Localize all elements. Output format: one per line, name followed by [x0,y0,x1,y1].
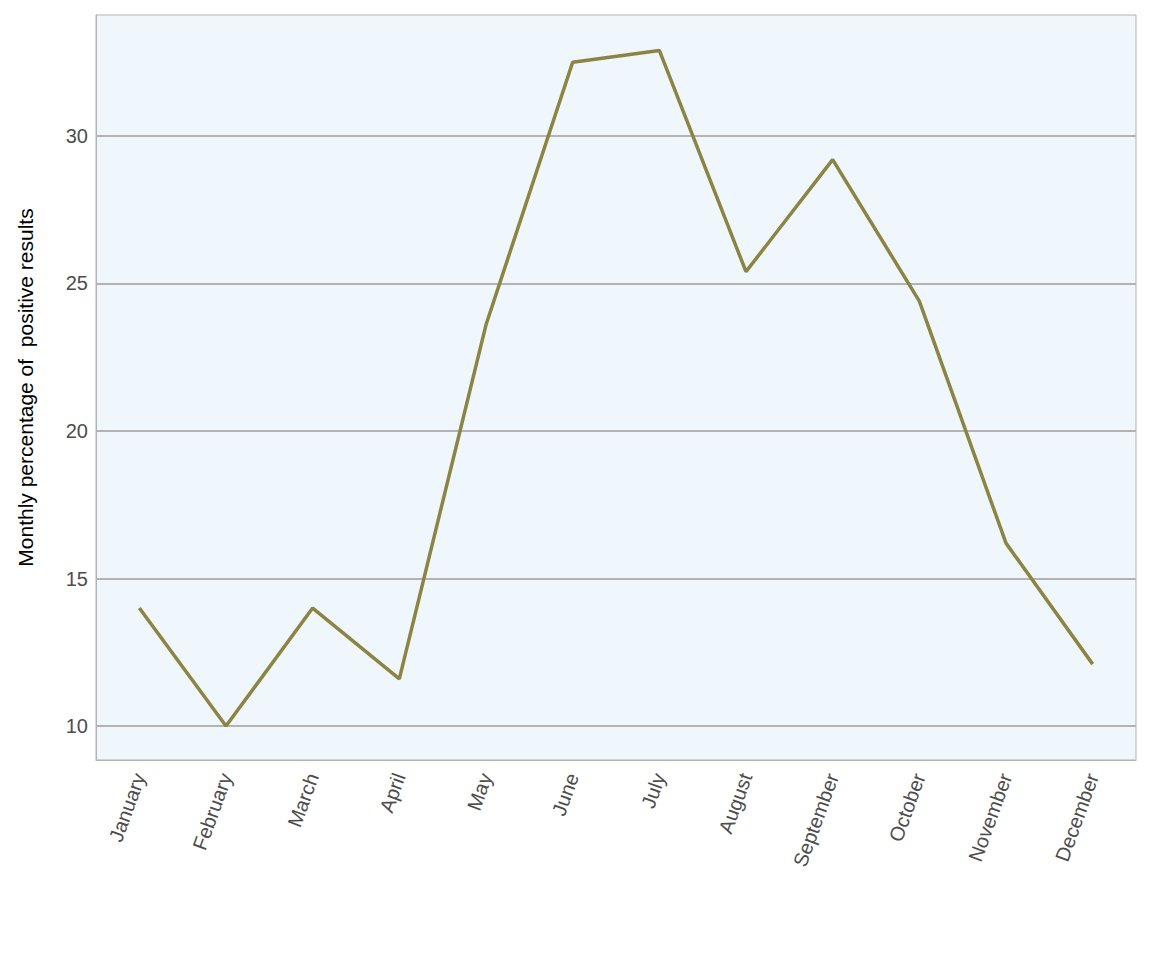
svg-text:August: August [714,770,756,836]
svg-text:February: February [188,770,236,853]
svg-text:October: October [885,770,930,845]
svg-text:January: January [105,770,150,844]
svg-text:25: 25 [66,272,88,294]
svg-text:November: November [964,770,1016,865]
svg-text:September: September [789,770,843,870]
svg-text:May: May [463,770,497,813]
svg-text:30: 30 [66,125,88,147]
svg-text:10: 10 [66,715,88,737]
svg-text:December: December [1051,770,1103,865]
svg-text:15: 15 [66,568,88,590]
svg-text:July: July [637,770,670,811]
svg-text:Monthly percentage of positiv: Monthly percentage of positive results [14,208,37,566]
svg-text:March: March [283,770,323,830]
svg-text:June: June [547,770,583,818]
svg-text:20: 20 [66,420,88,442]
svg-text:April: April [375,770,409,815]
